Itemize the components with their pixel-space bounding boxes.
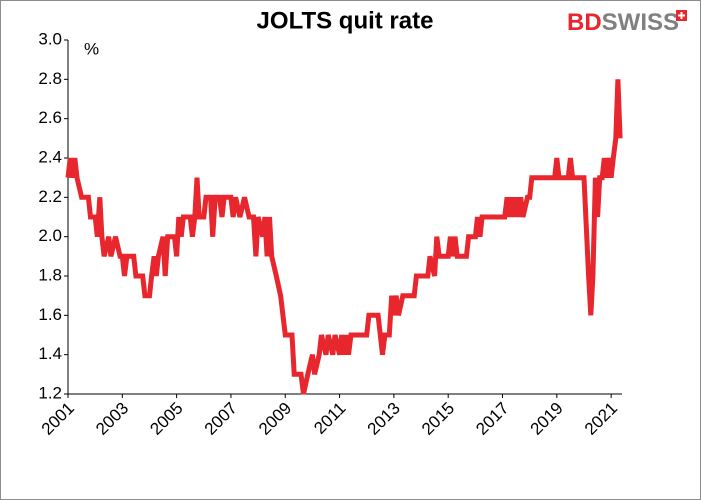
y-tick-label: 2.6	[38, 108, 62, 127]
y-tick-label: 1.6	[38, 305, 62, 324]
logo-left: BD	[567, 9, 602, 36]
y-tick-label: 2.0	[38, 226, 62, 245]
y-tick-label: 1.8	[38, 265, 62, 284]
y-tick-label: 2.2	[38, 187, 62, 206]
y-tick-label: 2.8	[38, 69, 62, 88]
y-tick-label: 1.4	[38, 344, 62, 363]
chart-title: JOLTS quit rate	[257, 7, 434, 34]
y-tick-label: 3.0	[38, 29, 62, 48]
logo-right: SWISS	[602, 9, 679, 36]
logo: BDSWISS	[567, 9, 679, 36]
y-unit: %	[84, 39, 99, 58]
y-tick-label: 2.4	[38, 147, 62, 166]
data-line	[65, 79, 623, 395]
y-tick-label: 1.2	[38, 383, 62, 402]
logo-cross	[678, 12, 685, 19]
